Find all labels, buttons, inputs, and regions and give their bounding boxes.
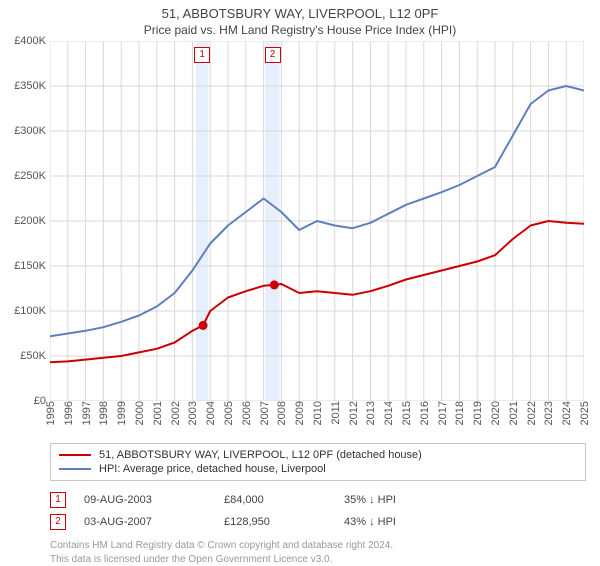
- x-axis-label: 1997: [79, 401, 93, 425]
- sale-price: £128,950: [224, 516, 344, 528]
- y-axis-label: £100K: [14, 305, 50, 317]
- x-axis-label: 2024: [559, 401, 573, 425]
- y-axis-label: £200K: [14, 215, 50, 227]
- legend-swatch: [59, 454, 91, 456]
- sale-date: 09-AUG-2003: [84, 494, 224, 506]
- y-axis-label: £50K: [20, 350, 50, 362]
- sale-vs-hpi: 35% ↓ HPI: [344, 494, 396, 506]
- x-axis-label: 2012: [346, 401, 360, 425]
- x-axis-label: 2010: [310, 401, 324, 425]
- x-axis-label: 2009: [292, 401, 306, 425]
- x-axis-label: 2002: [168, 401, 182, 425]
- x-axis-label: 2018: [452, 401, 466, 425]
- line-chart: [50, 41, 584, 401]
- sale-marker-box: 2: [265, 47, 281, 63]
- page-subtitle: Price paid vs. HM Land Registry's House …: [0, 23, 600, 37]
- x-axis-label: 1995: [43, 401, 57, 425]
- x-axis-label: 1996: [61, 401, 75, 425]
- legend-label: HPI: Average price, detached house, Live…: [99, 463, 326, 475]
- x-axis-label: 1998: [96, 401, 110, 425]
- x-axis-label: 2019: [470, 401, 484, 425]
- x-axis-label: 2021: [506, 401, 520, 425]
- x-axis-label: 2013: [363, 401, 377, 425]
- x-axis-label: 2007: [257, 401, 271, 425]
- chart-container: £0£50K£100K£150K£200K£250K£300K£350K£400…: [50, 41, 584, 401]
- sale-marker-icon: 2: [50, 514, 66, 530]
- sales-table: 1 09-AUG-2003£84,00035% ↓ HPI 2 03-AUG-2007…: [50, 489, 586, 533]
- license-line: This data is licensed under the Open Gov…: [50, 553, 586, 566]
- y-axis-label: £250K: [14, 170, 50, 182]
- y-axis-label: £400K: [14, 35, 50, 47]
- x-axis-label: 2005: [221, 401, 235, 425]
- legend-item: 51, ABBOTSBURY WAY, LIVERPOOL, L12 0PF (…: [59, 448, 577, 462]
- legend: 51, ABBOTSBURY WAY, LIVERPOOL, L12 0PF (…: [50, 443, 586, 481]
- x-axis-label: 2008: [274, 401, 288, 425]
- x-axis-label: 2001: [150, 401, 164, 425]
- x-axis-label: 2004: [203, 401, 217, 425]
- x-axis-label: 2011: [328, 401, 342, 425]
- x-axis-label: 2006: [239, 401, 253, 425]
- x-axis-label: 2000: [132, 401, 146, 425]
- sale-row: 1 09-AUG-2003£84,00035% ↓ HPI: [50, 489, 586, 511]
- sale-date: 03-AUG-2007: [84, 516, 224, 528]
- legend-item: HPI: Average price, detached house, Live…: [59, 462, 577, 476]
- page-title: 51, ABBOTSBURY WAY, LIVERPOOL, L12 0PF: [0, 6, 600, 21]
- sale-price: £84,000: [224, 494, 344, 506]
- license-line: Contains HM Land Registry data © Crown c…: [50, 539, 586, 553]
- x-axis-label: 2015: [399, 401, 413, 425]
- legend-label: 51, ABBOTSBURY WAY, LIVERPOOL, L12 0PF (…: [99, 449, 422, 461]
- y-axis-label: £150K: [14, 260, 50, 272]
- sale-marker-box: 1: [194, 47, 210, 63]
- x-axis-label: 2020: [488, 401, 502, 425]
- sale-vs-hpi: 43% ↓ HPI: [344, 516, 396, 528]
- sale-marker-icon: 1: [50, 492, 66, 508]
- x-axis-label: 1999: [114, 401, 128, 425]
- x-axis-label: 2016: [417, 401, 431, 425]
- license-text: Contains HM Land Registry data © Crown c…: [50, 539, 586, 566]
- x-axis-label: 2014: [381, 401, 395, 425]
- y-axis-label: £300K: [14, 125, 50, 137]
- x-axis-label: 2023: [541, 401, 555, 425]
- sale-row: 2 03-AUG-2007£128,95043% ↓ HPI: [50, 511, 586, 533]
- x-axis-label: 2025: [577, 401, 591, 425]
- x-axis-label: 2003: [185, 401, 199, 425]
- legend-swatch: [59, 468, 91, 470]
- x-axis-label: 2017: [435, 401, 449, 425]
- y-axis-label: £350K: [14, 80, 50, 92]
- x-axis-label: 2022: [524, 401, 538, 425]
